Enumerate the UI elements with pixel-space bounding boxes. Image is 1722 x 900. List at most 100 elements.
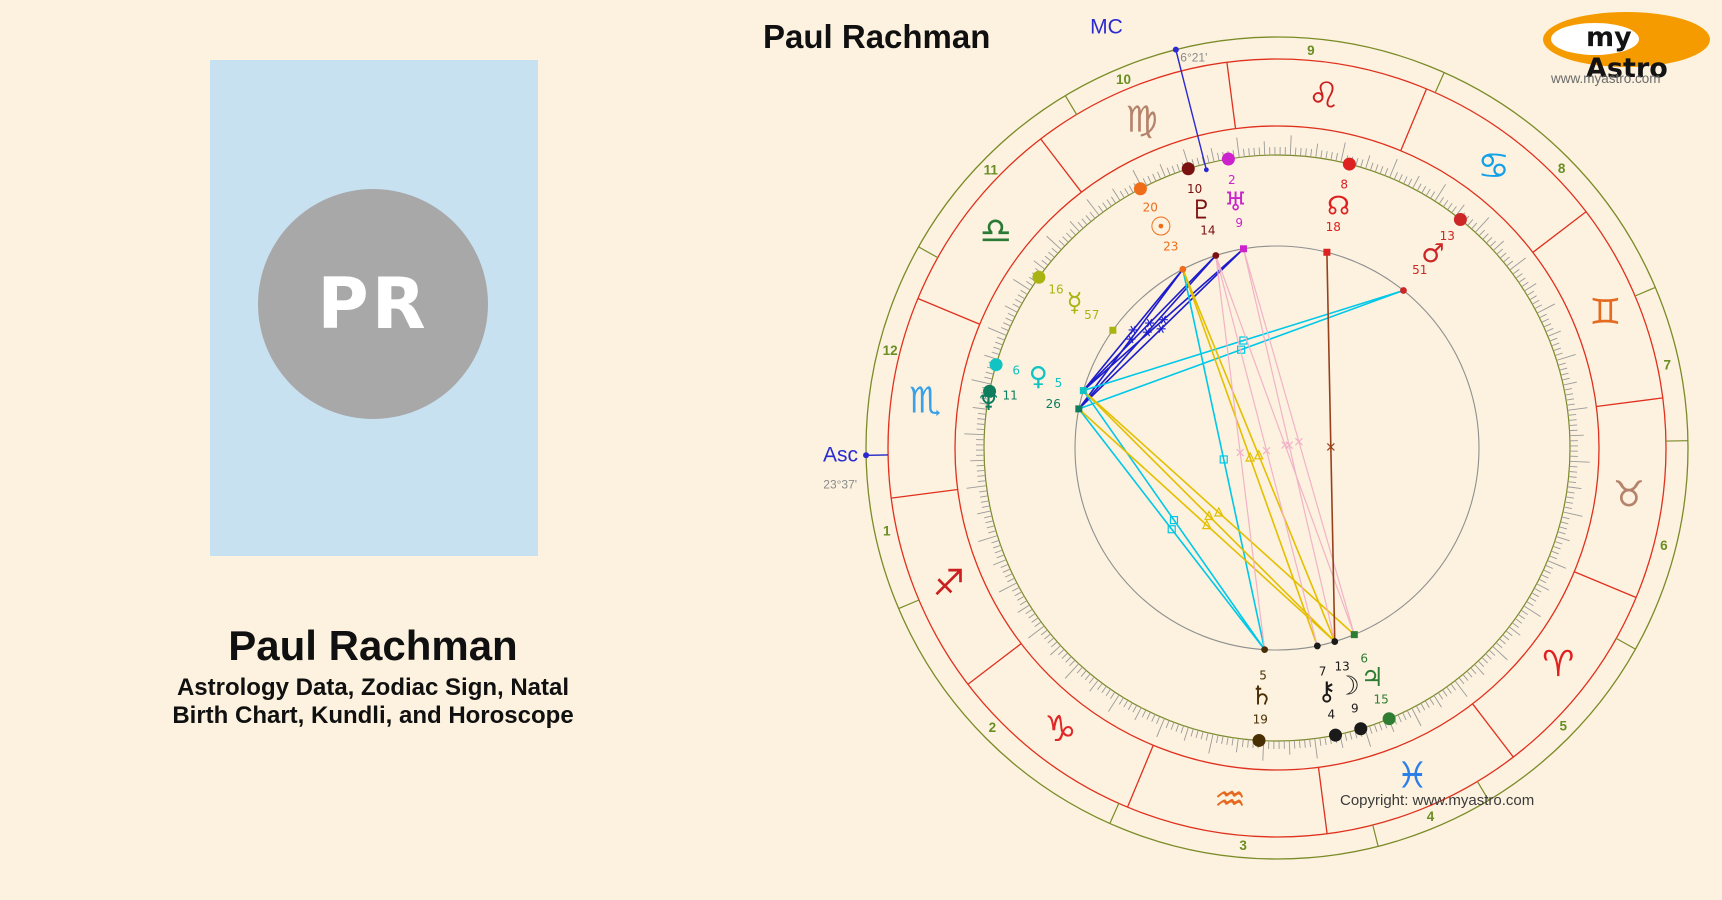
planet-minute-venus: 5	[1055, 376, 1063, 390]
zodiac-sign-virgo: ♍	[1126, 99, 1158, 140]
logo-website-url[interactable]: www.myastro.com	[1551, 71, 1661, 86]
house-number-6: 6	[1660, 538, 1668, 553]
planet-degree-pluto: 10	[1187, 182, 1202, 196]
aspect-point-mars	[1400, 287, 1407, 294]
aspect-venus-moon	[1082, 390, 1336, 643]
aspect-endpoint-markers	[1075, 245, 1407, 654]
degree-ticks	[964, 135, 1590, 761]
planet-minute-jupiter: 6	[1360, 652, 1368, 666]
planet-glyph-sun: ☉	[1149, 213, 1172, 243]
aspect-point-node	[1323, 248, 1331, 256]
avatar-initials: PR	[317, 263, 429, 345]
house-number-8: 8	[1558, 161, 1566, 176]
planet-dot-uranus	[1221, 152, 1235, 166]
logo-text[interactable]: my Astro	[1586, 22, 1668, 84]
planet-dot-pluto	[1181, 162, 1195, 176]
profile-subtitle: Astrology Data, Zodiac Sign, Natal Birth…	[123, 674, 623, 730]
planet-minute-uranus: 9	[1235, 216, 1243, 230]
house-number-7: 7	[1664, 357, 1672, 372]
planet-minute-moon: 13	[1335, 659, 1350, 673]
aspect-neptune-moon	[1078, 408, 1336, 643]
aspect-point-jupiter	[1350, 631, 1358, 639]
aspect-sun-saturn	[1182, 269, 1266, 650]
planet-degree-sun: 20	[1143, 200, 1158, 214]
profile-photo-card: PR	[210, 60, 538, 556]
planet-glyph-jupiter: ♃	[1361, 663, 1384, 693]
aspect-point-mercury	[1109, 326, 1117, 334]
zodiac-sign-pisces: ♓	[1396, 756, 1428, 797]
chart-title: Paul Rachman	[763, 18, 991, 55]
planet-degree-moon: 9	[1351, 702, 1359, 716]
planet-degree-mars: 13	[1440, 229, 1455, 243]
aspect-point-neptune	[1075, 405, 1083, 413]
planet-dot-sun	[1133, 182, 1147, 196]
planet-glyph-chiron: ⚷	[1317, 677, 1336, 707]
planet-minute-mercury: 57	[1084, 308, 1099, 322]
planet-dot-node	[1342, 157, 1356, 171]
copyright-text: Copyright: www.myastro.com	[1340, 792, 1535, 809]
aspect-neptune-mars	[1078, 289, 1404, 410]
aspect-point-saturn	[1261, 646, 1269, 654]
planet-minute-node: 18	[1326, 220, 1341, 234]
zodiac-sign-aquarius: ♒	[1214, 779, 1246, 820]
aspect-point-pluto	[1212, 252, 1220, 259]
planet-degree-uranus: 2	[1228, 173, 1236, 187]
zodiac-sign-capricorn: ♑	[1044, 709, 1076, 750]
planet-dot-jupiter	[1382, 712, 1396, 726]
house-number-4: 4	[1427, 809, 1435, 824]
house-number-1: 1	[883, 524, 891, 539]
planet-degree-mercury: 16	[1048, 282, 1063, 296]
planet-dot-mars	[1453, 212, 1467, 226]
aspect-venus-saturn	[1082, 390, 1266, 651]
planet-dot-mercury	[1032, 270, 1046, 284]
profile-subtitle-line2: Birth Chart, Kundli, and Horoscope	[172, 702, 574, 729]
aspect-point-chiron	[1313, 642, 1321, 650]
mc-label: MC	[1090, 16, 1123, 39]
myastro-logo[interactable]	[1543, 12, 1710, 67]
planet-dot-moon	[1354, 722, 1368, 736]
aspect-sun-chiron	[1182, 269, 1319, 647]
house-number-3: 3	[1239, 838, 1247, 853]
zodiac-sign-aries: ♈	[1542, 644, 1574, 685]
planet-degree-jupiter: 15	[1373, 692, 1388, 706]
asc-degree: 23°37'	[823, 477, 857, 491]
aspect-point-sun	[1179, 265, 1187, 273]
house-number-11: 11	[984, 163, 999, 178]
aspect-point-uranus	[1239, 245, 1247, 253]
angle-markers: MC 6°21' Asc 23°37'	[823, 16, 1209, 491]
planet-minute-mars: 51	[1412, 263, 1427, 277]
planet-dot-venus	[989, 358, 1003, 372]
planet-glyph-saturn: ♄	[1250, 682, 1273, 712]
aspect-point-venus	[1079, 387, 1087, 395]
planet-glyph-moon: ☽	[1337, 672, 1360, 702]
profile-name: Paul Rachman	[228, 622, 518, 669]
planet-glyph-uranus: ♅	[1224, 187, 1247, 217]
house-number-12: 12	[883, 343, 898, 358]
zodiac-sign-cancer: ♋	[1477, 146, 1509, 187]
house-number-5: 5	[1560, 718, 1568, 733]
planet-minute-saturn: 5	[1259, 669, 1267, 683]
planet-dot-chiron	[1329, 728, 1342, 742]
planet-degree-venus: 6	[1012, 364, 1020, 378]
zodiac-sign-scorpio: ♏	[909, 381, 941, 422]
aspect-venus-jupiter	[1082, 389, 1355, 636]
planet-glyph-pluto: ♇	[1190, 196, 1213, 226]
planet-glyph-neptune: ♆	[977, 387, 1000, 417]
zodiac-sign-gemini: ♊	[1589, 292, 1621, 333]
house-number-10: 10	[1116, 72, 1131, 87]
planet-degree-saturn: 19	[1253, 712, 1268, 726]
planet-degree-node: 8	[1340, 177, 1348, 191]
zodiac-sign-libra: ♎	[980, 211, 1012, 252]
mc-degree: 6°21'	[1180, 51, 1207, 65]
avatar: PR	[258, 189, 488, 419]
zodiac-sign-sagittarius: ♐	[933, 563, 965, 604]
aspect-sun-moon	[1182, 268, 1336, 642]
planet-minute-chiron: 7	[1319, 664, 1327, 678]
planet-glyph-mercury: ☿	[1067, 288, 1083, 318]
planet-degree-neptune: 11	[1003, 388, 1018, 402]
planet-glyph-mars: ♂	[1421, 239, 1444, 269]
zodiac-ring: ♈ ♉ ♊ ♋ ♌ ♍ ♎ ♏ ♐ ♑ ♒ ♓	[891, 62, 1663, 834]
